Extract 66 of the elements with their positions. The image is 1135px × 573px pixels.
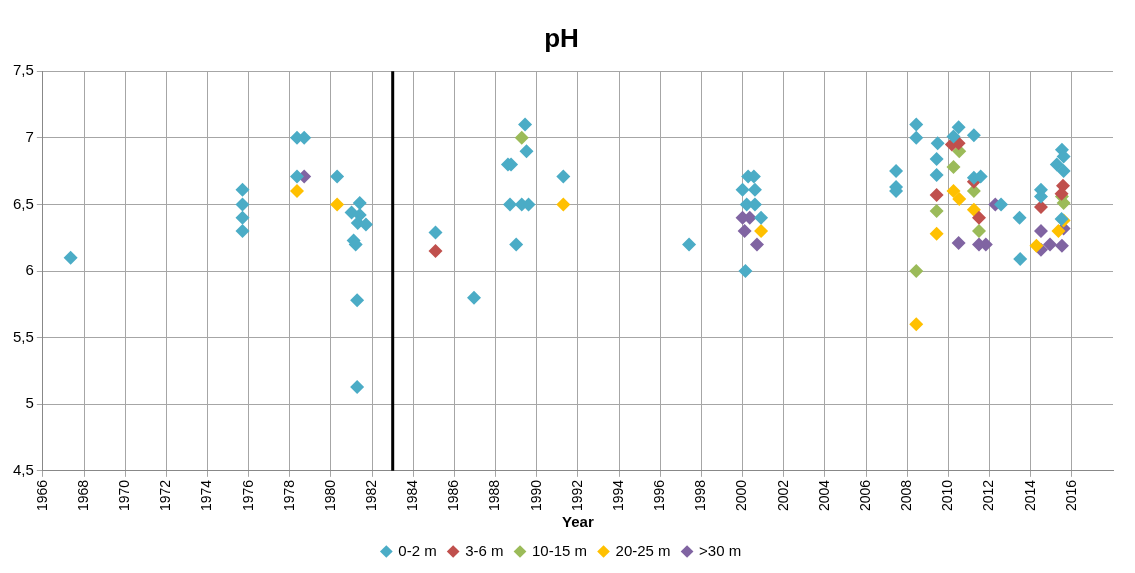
x-tick-label: 2010 <box>939 479 956 512</box>
point <box>909 317 924 332</box>
point <box>1043 237 1058 252</box>
x-tick-label: 1970 <box>116 479 133 512</box>
point <box>556 197 571 212</box>
legend-label: 20-25 m <box>615 541 671 559</box>
point <box>929 226 944 241</box>
legend-label: 10-15 m <box>532 541 588 559</box>
x-tick-label: 2012 <box>980 479 997 512</box>
x-tick-label: 1974 <box>198 479 215 512</box>
point <box>1051 224 1066 239</box>
x-tick-label: 1976 <box>239 479 256 512</box>
x-tick-label: 1972 <box>157 479 174 512</box>
x-tick-label: 1980 <box>321 479 338 512</box>
legend-label: >30 m <box>699 541 742 559</box>
x-tick-label: 1996 <box>651 479 668 512</box>
legend-label: 3-6 m <box>465 541 504 559</box>
x-tick-label: 1968 <box>74 479 91 512</box>
chart-title: pH <box>544 22 579 53</box>
x-tick-label: 2004 <box>815 479 832 512</box>
x-tick-label: 2000 <box>733 479 750 512</box>
point <box>972 210 987 225</box>
y-tick-label: 6 <box>25 261 34 279</box>
y-tick-label: 7 <box>25 127 34 145</box>
x-tick-label: 1990 <box>527 479 544 512</box>
x-tick-label: 1994 <box>609 479 626 512</box>
point <box>946 184 961 199</box>
point <box>514 130 529 145</box>
point <box>1033 200 1048 215</box>
point <box>330 197 345 212</box>
point <box>749 237 764 252</box>
y-tick-label: 6,5 <box>12 194 34 212</box>
x-tick-label: 2016 <box>1062 479 1079 512</box>
y-tick-label: 7,5 <box>12 61 34 79</box>
point <box>1033 224 1048 239</box>
x-tick-label: 2006 <box>856 479 873 512</box>
y-tick-label: 5,5 <box>12 327 34 345</box>
point <box>929 204 944 219</box>
point <box>929 188 944 203</box>
point <box>972 224 987 239</box>
y-tick-label: 4,5 <box>12 461 34 478</box>
x-tick-label: 1988 <box>486 479 503 512</box>
x-tick-label: 2014 <box>1021 479 1038 512</box>
x-tick-label: 1998 <box>692 479 709 512</box>
point <box>428 244 443 259</box>
x-tick-label: 1986 <box>445 479 462 512</box>
point <box>951 236 966 251</box>
x-tick-label: 1982 <box>362 479 379 512</box>
x-tick-label: 1966 <box>33 479 50 512</box>
point <box>952 192 967 207</box>
x-tick-label: 1992 <box>568 479 585 512</box>
x-tick-label: 1978 <box>280 479 297 512</box>
x-axis-title: Year <box>562 513 594 531</box>
point <box>909 264 924 279</box>
point <box>1054 238 1069 253</box>
point <box>737 224 752 239</box>
x-tick-label: 1984 <box>404 479 421 512</box>
legend-label: 0-2 m <box>398 541 437 559</box>
point <box>966 202 981 217</box>
x-tick-label: 2002 <box>774 479 791 512</box>
point <box>754 224 769 239</box>
point <box>946 160 961 175</box>
y-tick-label: 5 <box>25 394 34 412</box>
x-tick-label: 2008 <box>898 479 915 512</box>
point <box>290 184 305 199</box>
point <box>1029 238 1044 253</box>
